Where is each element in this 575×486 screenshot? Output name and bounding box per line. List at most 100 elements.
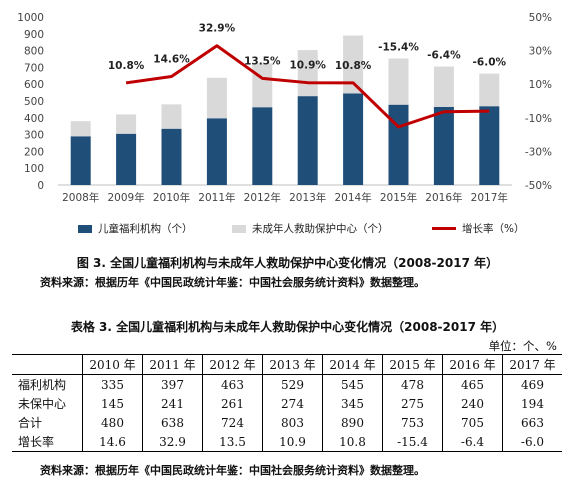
table-row-label: 增长率 [12,432,83,452]
growth-data-label: 10.9% [289,60,326,72]
table-cell: 545 [322,374,383,394]
bar-welfare [116,133,137,185]
legend-item-welfare: 儿童福利机构（个） [78,221,193,236]
y-left-tick-label: 0 [37,180,44,192]
y-left-tick-label: 400 [24,113,44,125]
table-header-cell: 2013 年 [262,354,323,375]
table-cell: 663 [502,413,562,432]
growth-data-label: 32.9% [199,23,236,35]
bar-welfare [252,107,273,185]
table-cell: 14.6 [82,432,143,452]
figure-source-note: 资料来源：根据历年《中国民政统计年鉴：中国社会服务统计资料》数据整理。 [40,276,425,289]
table-row-label: 未保中心 [18,397,67,411]
table-header-cell: 2011 年 [142,354,203,375]
table-cell: -6.4 [442,432,503,452]
legend-label-rescue: 未成年人救助保护中心（个） [252,223,389,235]
data-table: 2010 年 2011 年 2012 年 2013 年 2014 年 2015 … [12,354,562,452]
legend-label-welfare: 儿童福利机构（个） [98,223,193,235]
y-right-tick-label: 30% [529,46,552,58]
bar-welfare [206,118,227,185]
table-cell: 274 [262,394,323,413]
legend-swatch-growth [432,227,456,230]
table-cell: 10.9 [262,432,323,452]
y-left-tick-label: 700 [24,62,44,74]
x-tick-label: 2011年 [198,191,235,204]
table-cell: 240 [442,394,503,413]
x-tick-label: 2017年 [471,191,508,204]
table-cell: 345 [322,394,383,413]
x-tick-label: 2013年 [289,191,326,204]
table-cell: 724 [202,413,263,432]
table-unit: 单位：个、% [488,339,557,353]
table-row: 合计 480 638 724 803 890 753 705 663 [12,413,562,432]
growth-line [125,44,490,129]
growth-data-label: -6.0% [473,57,507,69]
bar-rescue [479,73,500,107]
bar-welfare [479,106,500,185]
y-right-tick-label: 50% [529,12,552,24]
bar-rescue [433,66,454,107]
growth-data-label: 10.8% [335,60,372,72]
bar-rescue [252,63,273,108]
legend-swatch-welfare [78,224,92,233]
table-header-cell: 2014 年 [322,354,383,375]
bar-welfare [70,136,91,185]
x-tick-label: 2014年 [334,191,371,204]
growth-data-label: -15.4% [378,41,419,53]
x-tick-label: 2016年 [425,191,462,204]
table-cell: 480 [82,413,143,432]
table-header-row: 2010 年 2011 年 2012 年 2013 年 2014 年 2015 … [12,354,562,375]
y-left-tick-label: 1000 [17,12,44,24]
table-header-cell: 2016 年 [442,354,503,375]
table-cell: 803 [262,413,323,432]
legend-item-rescue: 未成年人救助保护中心（个） [232,221,389,236]
combo-chart: 0 100 200 300 400 500 600 700 800 900 1000 -50% -30%… [17,12,552,204]
x-tick-label: 2010年 [153,191,190,204]
table-cell: 335 [82,374,143,394]
bar-rescue [388,58,409,105]
growth-data-label: 13.5% [244,55,281,67]
table-cell: 529 [262,374,323,394]
y-right-tick-label: 10% [529,79,552,91]
table-row-label: 合计 [18,416,43,430]
table-cell: 638 [142,413,203,432]
table-row-label: 福利机构 [18,378,67,392]
y-left-tick-label: 600 [24,79,44,91]
y-left-tick-label: 200 [24,146,44,158]
y-left-tick-label: 800 [24,46,44,58]
table-source-note: 资料来源：根据历年《中国民政统计年鉴：中国社会服务统计资料》数据整理。 [40,464,425,477]
table-header-cell: 2010 年 [82,354,143,375]
table-row: 福利机构 335 397 463 529 545 478 465 469 [12,374,562,394]
table-header-cell [12,354,83,375]
table-cell: 275 [382,394,443,413]
table-cell: 705 [442,413,503,432]
y-right-tick-label: -10% [525,113,552,125]
table-cell: 397 [142,374,203,394]
bar-welfare [343,93,364,185]
y-left-tick-label: 300 [24,130,44,142]
table-cell: 465 [442,374,503,394]
legend-item-growth: 增长率（%） [432,221,524,236]
legend-label-growth: 增长率（%） [462,223,525,235]
growth-data-label: 14.6% [153,53,190,65]
x-tick-label: 2012年 [244,191,281,204]
table-cell: 478 [382,374,443,394]
bar-rescue [70,121,91,137]
bar-welfare [297,96,318,185]
table-cell: -15.4 [382,432,443,452]
table-header-cell: 2017 年 [502,354,562,375]
bar-rescue [297,50,318,97]
x-tick-label: 2015年 [380,191,417,204]
table-header-cell: 2015 年 [382,354,443,375]
bar-rescue [116,114,137,134]
table-cell: 469 [502,374,562,394]
table-cell: 145 [82,394,143,413]
y-left-tick-label: 500 [24,96,44,108]
y-left-tick-label: 900 [24,29,44,41]
table-cell: 890 [322,413,383,432]
bar-rescue [161,104,182,129]
y-left-tick-label: 100 [24,163,44,175]
table-caption: 表格 3. 全国儿童福利机构与未成年人救助保护中心变化情况（2008-2017 … [70,320,505,334]
bar-welfare [388,104,409,185]
table-row: 未保中心 145 241 261 274 345 275 240 194 [12,394,562,413]
